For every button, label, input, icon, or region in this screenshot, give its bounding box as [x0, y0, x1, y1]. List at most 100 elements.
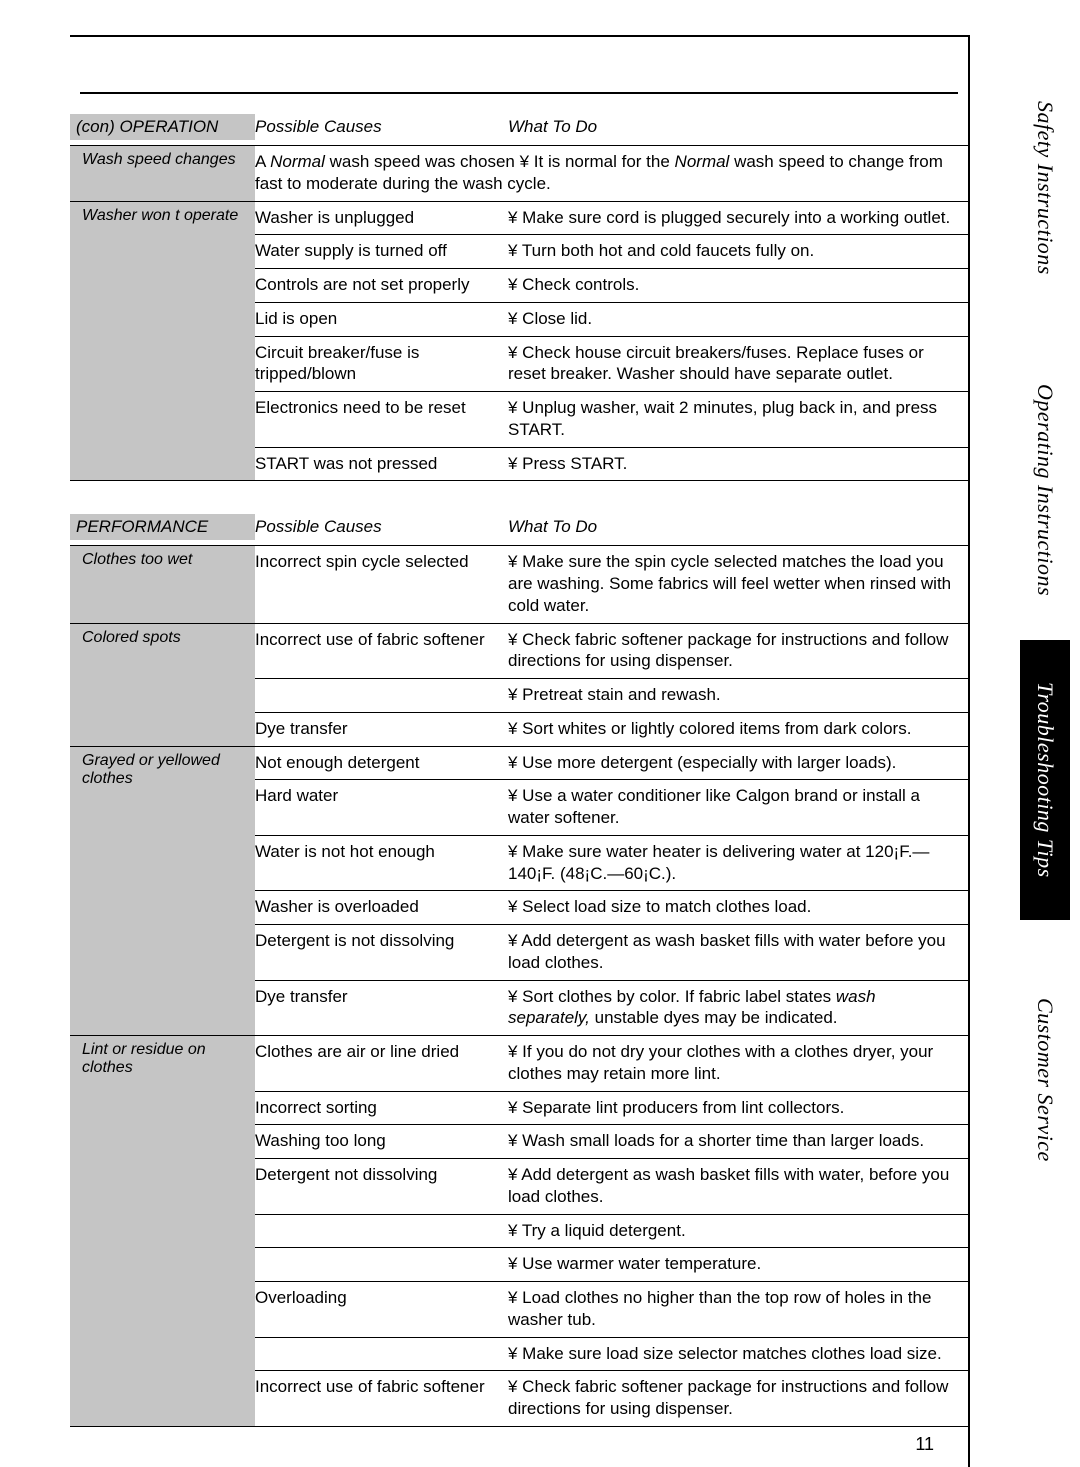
cause-cell: Detergent not dissolving: [255, 1164, 508, 1208]
section-title: (con) OPERATION: [70, 114, 255, 140]
problem-block: Wash speed changesA Normal wash speed wa…: [70, 146, 968, 202]
table-row: A Normal wash speed was chosen ¥ It is n…: [255, 146, 968, 201]
table-row: ¥ Pretreat stain and rewash.: [255, 679, 968, 713]
table-row: Clothes are air or line dried¥ If you do…: [255, 1036, 968, 1092]
table-row: ¥ Use warmer water temperature.: [255, 1248, 968, 1282]
rows-area: A Normal wash speed was chosen ¥ It is n…: [255, 146, 968, 201]
cause-cell: Incorrect spin cycle selected: [255, 551, 508, 616]
action-cell: ¥ Close lid.: [508, 308, 968, 330]
action-cell: ¥ Try a liquid detergent.: [508, 1220, 968, 1242]
action-cell: ¥ Make sure cord is plugged securely int…: [508, 207, 968, 229]
rows-area: Incorrect use of fabric softener¥ Check …: [255, 624, 968, 746]
action-cell: ¥ If you do not dry your clothes with a …: [508, 1041, 968, 1085]
problem-block: Clothes too wetIncorrect spin cycle sele…: [70, 546, 968, 623]
problem-label: Grayed or yellowed clothes: [70, 747, 255, 1036]
table-row: Not enough detergent¥ Use more detergent…: [255, 747, 968, 781]
cause-cell: [255, 1343, 508, 1365]
action-cell: ¥ Sort whites or lightly colored items f…: [508, 718, 968, 740]
table-row: Controls are not set properly¥ Check con…: [255, 269, 968, 303]
table-row: START was not pressed¥ Press START.: [255, 448, 968, 481]
section-spacer: [70, 481, 968, 509]
problem-label: Clothes too wet: [70, 546, 255, 622]
cause-cell: Washer is unplugged: [255, 207, 508, 229]
page-number: 11: [915, 1434, 934, 1455]
table-row: Incorrect spin cycle selected¥ Make sure…: [255, 546, 968, 622]
table-row: Circuit breaker/fuse is tripped/blown¥ C…: [255, 337, 968, 393]
problem-label: Lint or residue on clothes: [70, 1036, 255, 1426]
table-row: Dye transfer¥ Sort clothes by color. If …: [255, 981, 968, 1036]
action-cell: ¥ Wash small loads for a shorter time th…: [508, 1130, 968, 1152]
cause-cell: Water is not hot enough: [255, 841, 508, 885]
cause-cell: Controls are not set properly: [255, 274, 508, 296]
action-cell: ¥ Check fabric softener package for inst…: [508, 629, 968, 673]
cause-cell: Not enough detergent: [255, 752, 508, 774]
rows-area: Incorrect spin cycle selected¥ Make sure…: [255, 546, 968, 622]
problem-label: Colored spots: [70, 624, 255, 746]
cause-cell: Incorrect use of fabric softener: [255, 629, 508, 673]
table-row: Electronics need to be reset¥ Unplug was…: [255, 392, 968, 448]
problem-label: Wash speed changes: [70, 146, 255, 201]
side-tab: Safety Instructions: [1020, 35, 1070, 340]
side-tab: Operating Instructions: [1020, 340, 1070, 640]
table-row: Washer is unplugged¥ Make sure cord is p…: [255, 202, 968, 236]
action-cell: ¥ Add detergent as wash basket fills wit…: [508, 930, 968, 974]
table-row: Dye transfer¥ Sort whites or lightly col…: [255, 713, 968, 746]
cause-cell: Dye transfer: [255, 718, 508, 740]
page-frame: (con) OPERATIONPossible CausesWhat To Do…: [70, 35, 970, 1467]
rows-area: Clothes are air or line dried¥ If you do…: [255, 1036, 968, 1426]
table-row: Lid is open¥ Close lid.: [255, 303, 968, 337]
cause-cell: Circuit breaker/fuse is tripped/blown: [255, 342, 508, 386]
table-row: Water is not hot enough¥ Make sure water…: [255, 836, 968, 892]
action-cell: ¥ Sort clothes by color. If fabric label…: [508, 986, 968, 1030]
action-cell: ¥ Select load size to match clothes load…: [508, 896, 968, 918]
cause-cell: [255, 1253, 508, 1275]
action-cell: ¥ Check house circuit breakers/fuses. Re…: [508, 342, 968, 386]
section-title: PERFORMANCE: [70, 514, 255, 540]
table-row: ¥ Try a liquid detergent.: [255, 1215, 968, 1249]
table-row: Washer is overloaded¥ Select load size t…: [255, 891, 968, 925]
table-row: Incorrect use of fabric softener¥ Check …: [255, 1371, 968, 1426]
action-cell: ¥ Use warmer water temperature.: [508, 1253, 968, 1275]
action-cell: ¥ Unplug washer, wait 2 minutes, plug ba…: [508, 397, 968, 441]
section-header: (con) OPERATIONPossible CausesWhat To Do: [70, 109, 968, 146]
action-cell: ¥ Separate lint producers from lint coll…: [508, 1097, 968, 1119]
rows-area: Washer is unplugged¥ Make sure cord is p…: [255, 202, 968, 481]
problem-block: Grayed or yellowed clothesNot enough det…: [70, 747, 968, 1037]
side-tab: Customer Service: [1020, 920, 1070, 1240]
merged-cell: A Normal wash speed was chosen ¥ It is n…: [255, 151, 968, 195]
action-cell: ¥ Make sure the spin cycle selected matc…: [508, 551, 968, 616]
content-area: (con) OPERATIONPossible CausesWhat To Do…: [70, 37, 968, 1427]
action-cell: ¥ Make sure load size selector matches c…: [508, 1343, 968, 1365]
cause-cell: Overloading: [255, 1287, 508, 1331]
problem-block: Colored spotsIncorrect use of fabric sof…: [70, 624, 968, 747]
table-row: Hard water¥ Use a water conditioner like…: [255, 780, 968, 836]
cause-cell: Electronics need to be reset: [255, 397, 508, 441]
table-row: Water supply is turned off¥ Turn both ho…: [255, 235, 968, 269]
table-row: ¥ Make sure load size selector matches c…: [255, 1338, 968, 1372]
header-cause: Possible Causes: [255, 514, 508, 540]
cause-cell: Washer is overloaded: [255, 896, 508, 918]
action-cell: ¥ Add detergent as wash basket fills wit…: [508, 1164, 968, 1208]
table-row: Detergent not dissolving¥ Add detergent …: [255, 1159, 968, 1215]
header-action: What To Do: [508, 114, 968, 140]
cause-cell: [255, 684, 508, 706]
cause-cell: START was not pressed: [255, 453, 508, 475]
table-row: Incorrect sorting¥ Separate lint produce…: [255, 1092, 968, 1126]
cause-cell: Water supply is turned off: [255, 240, 508, 262]
header-action: What To Do: [508, 514, 968, 540]
table-row: Washing too long¥ Wash small loads for a…: [255, 1125, 968, 1159]
action-cell: ¥ Check fabric softener package for inst…: [508, 1376, 968, 1420]
action-cell: ¥ Load clothes no higher than the top ro…: [508, 1287, 968, 1331]
problem-block: Washer won t operateWasher is unplugged¥…: [70, 202, 968, 482]
table-row: Detergent is not dissolving¥ Add deterge…: [255, 925, 968, 981]
header-cause: Possible Causes: [255, 114, 508, 140]
rows-area: Not enough detergent¥ Use more detergent…: [255, 747, 968, 1036]
problem-label: Washer won t operate: [70, 202, 255, 481]
action-cell: ¥ Press START.: [508, 453, 968, 475]
cause-cell: Washing too long: [255, 1130, 508, 1152]
action-cell: ¥ Use more detergent (especially with la…: [508, 752, 968, 774]
table-row: Overloading¥ Load clothes no higher than…: [255, 1282, 968, 1338]
cause-cell: Detergent is not dissolving: [255, 930, 508, 974]
action-cell: ¥ Make sure water heater is delivering w…: [508, 841, 968, 885]
table-row: Incorrect use of fabric softener¥ Check …: [255, 624, 968, 680]
